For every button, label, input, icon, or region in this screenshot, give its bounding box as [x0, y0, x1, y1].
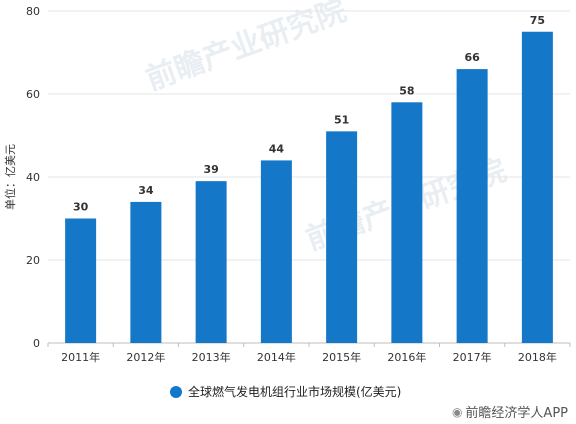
eye-icon: ◉ [451, 404, 463, 419]
bar [130, 201, 162, 343]
bar-chart: 0 20 40 60 80 单位：亿美元 30 2011年 34 2012年 39 2013年 44 20… [3, 5, 571, 364]
legend-label: 全球燃气发电机组行业市场规模(亿美元) [188, 385, 402, 399]
x-tick-label: 2016年 [387, 350, 426, 364]
bar [456, 69, 488, 343]
x-tick-label: 2013年 [192, 350, 231, 364]
x-tick-label: 2012年 [126, 350, 165, 364]
x-tick-label: 2014年 [257, 350, 296, 364]
bar [195, 181, 227, 343]
data-label: 44 [269, 142, 285, 155]
y-tick-label: 40 [26, 171, 40, 184]
data-label: 30 [73, 201, 89, 214]
y-tick-label: 20 [26, 254, 40, 267]
data-label: 66 [464, 51, 480, 64]
bar [65, 218, 97, 343]
legend: 全球燃气发电机组行业市场规模(亿美元) [170, 383, 401, 400]
y-axis-label: 单位：亿美元 [3, 144, 17, 210]
data-label: 39 [203, 163, 218, 176]
data-label: 51 [334, 113, 349, 126]
app-watermark: ◉ 前瞻经济学人APP [451, 402, 568, 422]
y-tick-label: 0 [33, 337, 40, 350]
bar [260, 160, 292, 343]
legend-swatch [170, 385, 182, 398]
y-tick-label: 80 [26, 5, 40, 18]
bar [391, 102, 423, 343]
x-tick-label: 2017年 [453, 350, 492, 364]
app-watermark-label: 前瞻经济学人APP [465, 406, 568, 421]
x-tick-label: 2011年 [61, 350, 100, 364]
x-tick-label: 2018年 [518, 350, 557, 364]
y-tick-label: 60 [26, 88, 40, 101]
bar [521, 31, 553, 343]
data-label: 58 [399, 84, 414, 97]
bar [326, 131, 358, 343]
data-label: 75 [530, 14, 545, 27]
x-tick-label: 2015年 [322, 350, 361, 364]
data-label: 34 [138, 184, 154, 197]
